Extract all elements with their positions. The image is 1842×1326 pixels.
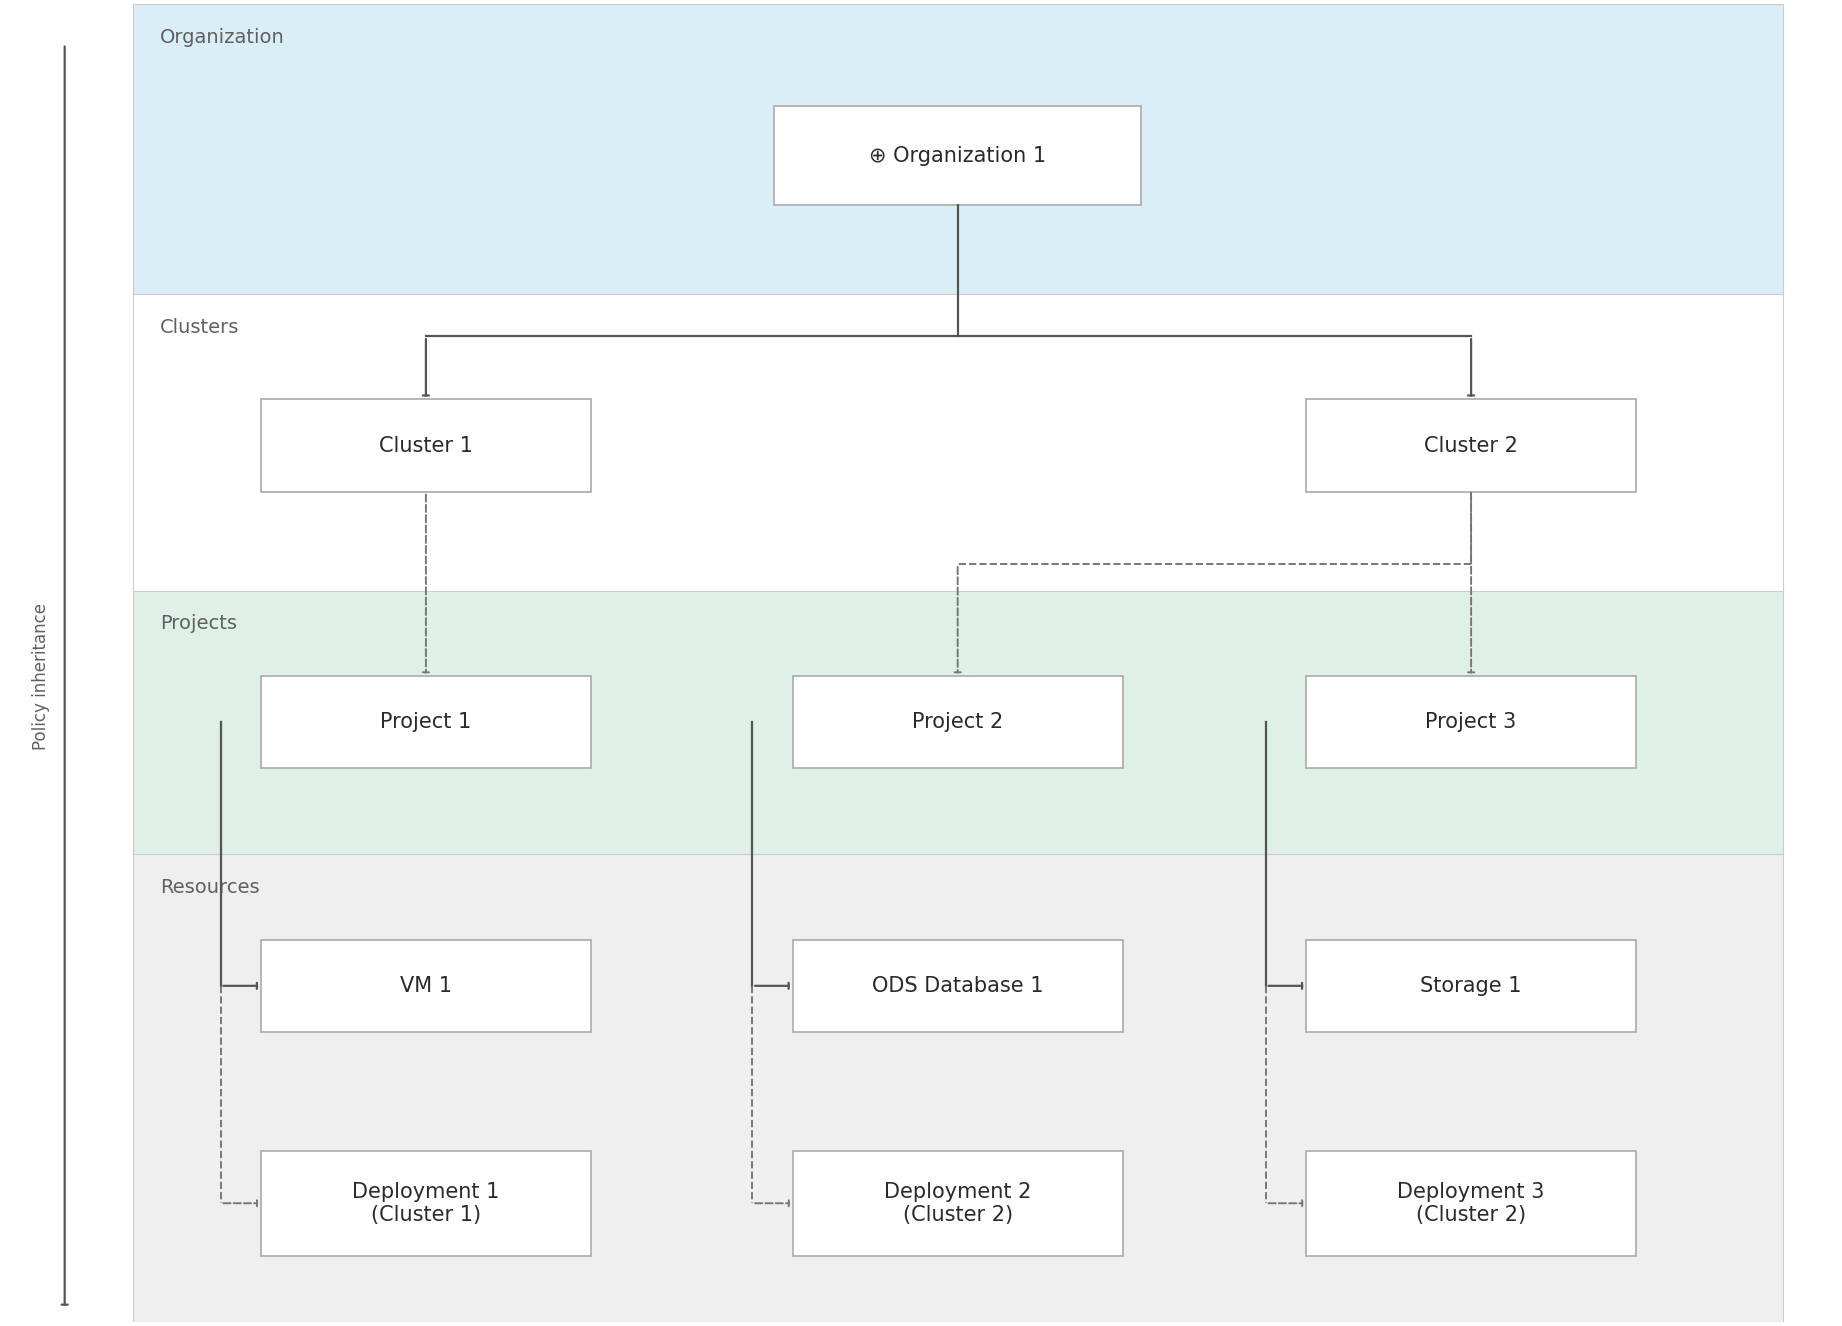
Bar xyxy=(792,940,1124,1032)
Bar xyxy=(133,854,1783,1322)
Bar xyxy=(133,4,1783,1322)
Text: ODS Database 1: ODS Database 1 xyxy=(871,976,1043,996)
Text: ⊕ Organization 1: ⊕ Organization 1 xyxy=(869,146,1046,166)
Bar xyxy=(792,1151,1124,1256)
Text: Policy inheritance: Policy inheritance xyxy=(31,603,50,749)
Bar xyxy=(1306,1151,1636,1256)
Bar xyxy=(1306,676,1636,768)
Bar xyxy=(792,676,1124,768)
Bar xyxy=(133,294,1783,590)
Text: Cluster 1: Cluster 1 xyxy=(379,435,473,456)
Text: Project 1: Project 1 xyxy=(379,712,472,732)
Text: Deployment 1
(Cluster 1): Deployment 1 (Cluster 1) xyxy=(352,1181,499,1225)
Text: Cluster 2: Cluster 2 xyxy=(1424,435,1518,456)
Text: Clusters: Clusters xyxy=(160,318,239,337)
Text: Storage 1: Storage 1 xyxy=(1420,976,1521,996)
Text: Project 3: Project 3 xyxy=(1426,712,1516,732)
Text: Deployment 3
(Cluster 2): Deployment 3 (Cluster 2) xyxy=(1398,1181,1545,1225)
Text: Projects: Projects xyxy=(160,614,238,634)
Bar xyxy=(262,399,591,492)
Text: Resources: Resources xyxy=(160,878,260,896)
Bar xyxy=(1306,940,1636,1032)
Bar xyxy=(133,590,1783,854)
Bar xyxy=(262,940,591,1032)
Text: Deployment 2
(Cluster 2): Deployment 2 (Cluster 2) xyxy=(884,1181,1032,1225)
Text: Organization: Organization xyxy=(160,28,286,46)
Text: Project 2: Project 2 xyxy=(912,712,1004,732)
Bar xyxy=(262,676,591,768)
Bar xyxy=(1306,399,1636,492)
Text: VM 1: VM 1 xyxy=(400,976,451,996)
Bar xyxy=(262,1151,591,1256)
Bar xyxy=(774,106,1140,206)
Bar xyxy=(133,4,1783,294)
